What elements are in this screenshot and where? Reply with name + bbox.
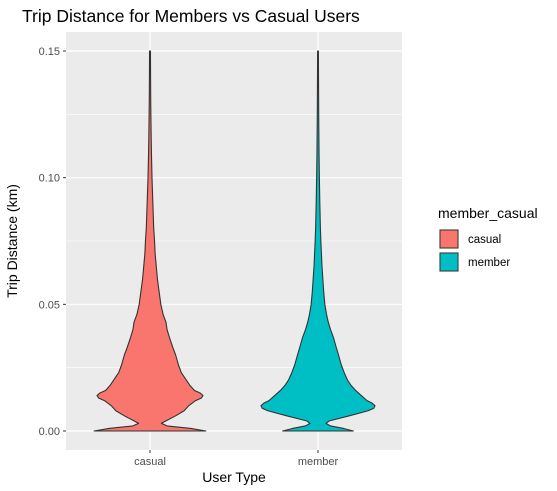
legend-swatch-casual bbox=[439, 229, 459, 249]
chart-title: Trip Distance for Members vs Casual User… bbox=[22, 6, 360, 26]
x-tick-label: member bbox=[298, 456, 339, 468]
y-tick-label: 0.15 bbox=[39, 46, 60, 58]
x-axis: casual member bbox=[134, 450, 339, 468]
legend-swatch-member bbox=[439, 252, 459, 272]
legend: member_casual casual member bbox=[438, 205, 538, 272]
legend-title: member_casual bbox=[438, 205, 538, 221]
y-axis-title: Trip Distance (km) bbox=[4, 184, 20, 298]
y-axis: 0.00 0.05 0.10 0.15 bbox=[39, 46, 66, 438]
y-tick-label: 0.00 bbox=[39, 426, 60, 438]
violin-casual bbox=[93, 50, 207, 432]
legend-label-casual: casual bbox=[468, 234, 501, 246]
violin-member bbox=[260, 50, 376, 432]
y-tick-label: 0.10 bbox=[39, 173, 60, 185]
violins bbox=[93, 50, 376, 432]
y-tick-label: 0.05 bbox=[39, 299, 60, 311]
legend-label-member: member bbox=[468, 257, 510, 269]
x-axis-title: User Type bbox=[202, 469, 266, 485]
x-tick-label: casual bbox=[134, 456, 166, 468]
